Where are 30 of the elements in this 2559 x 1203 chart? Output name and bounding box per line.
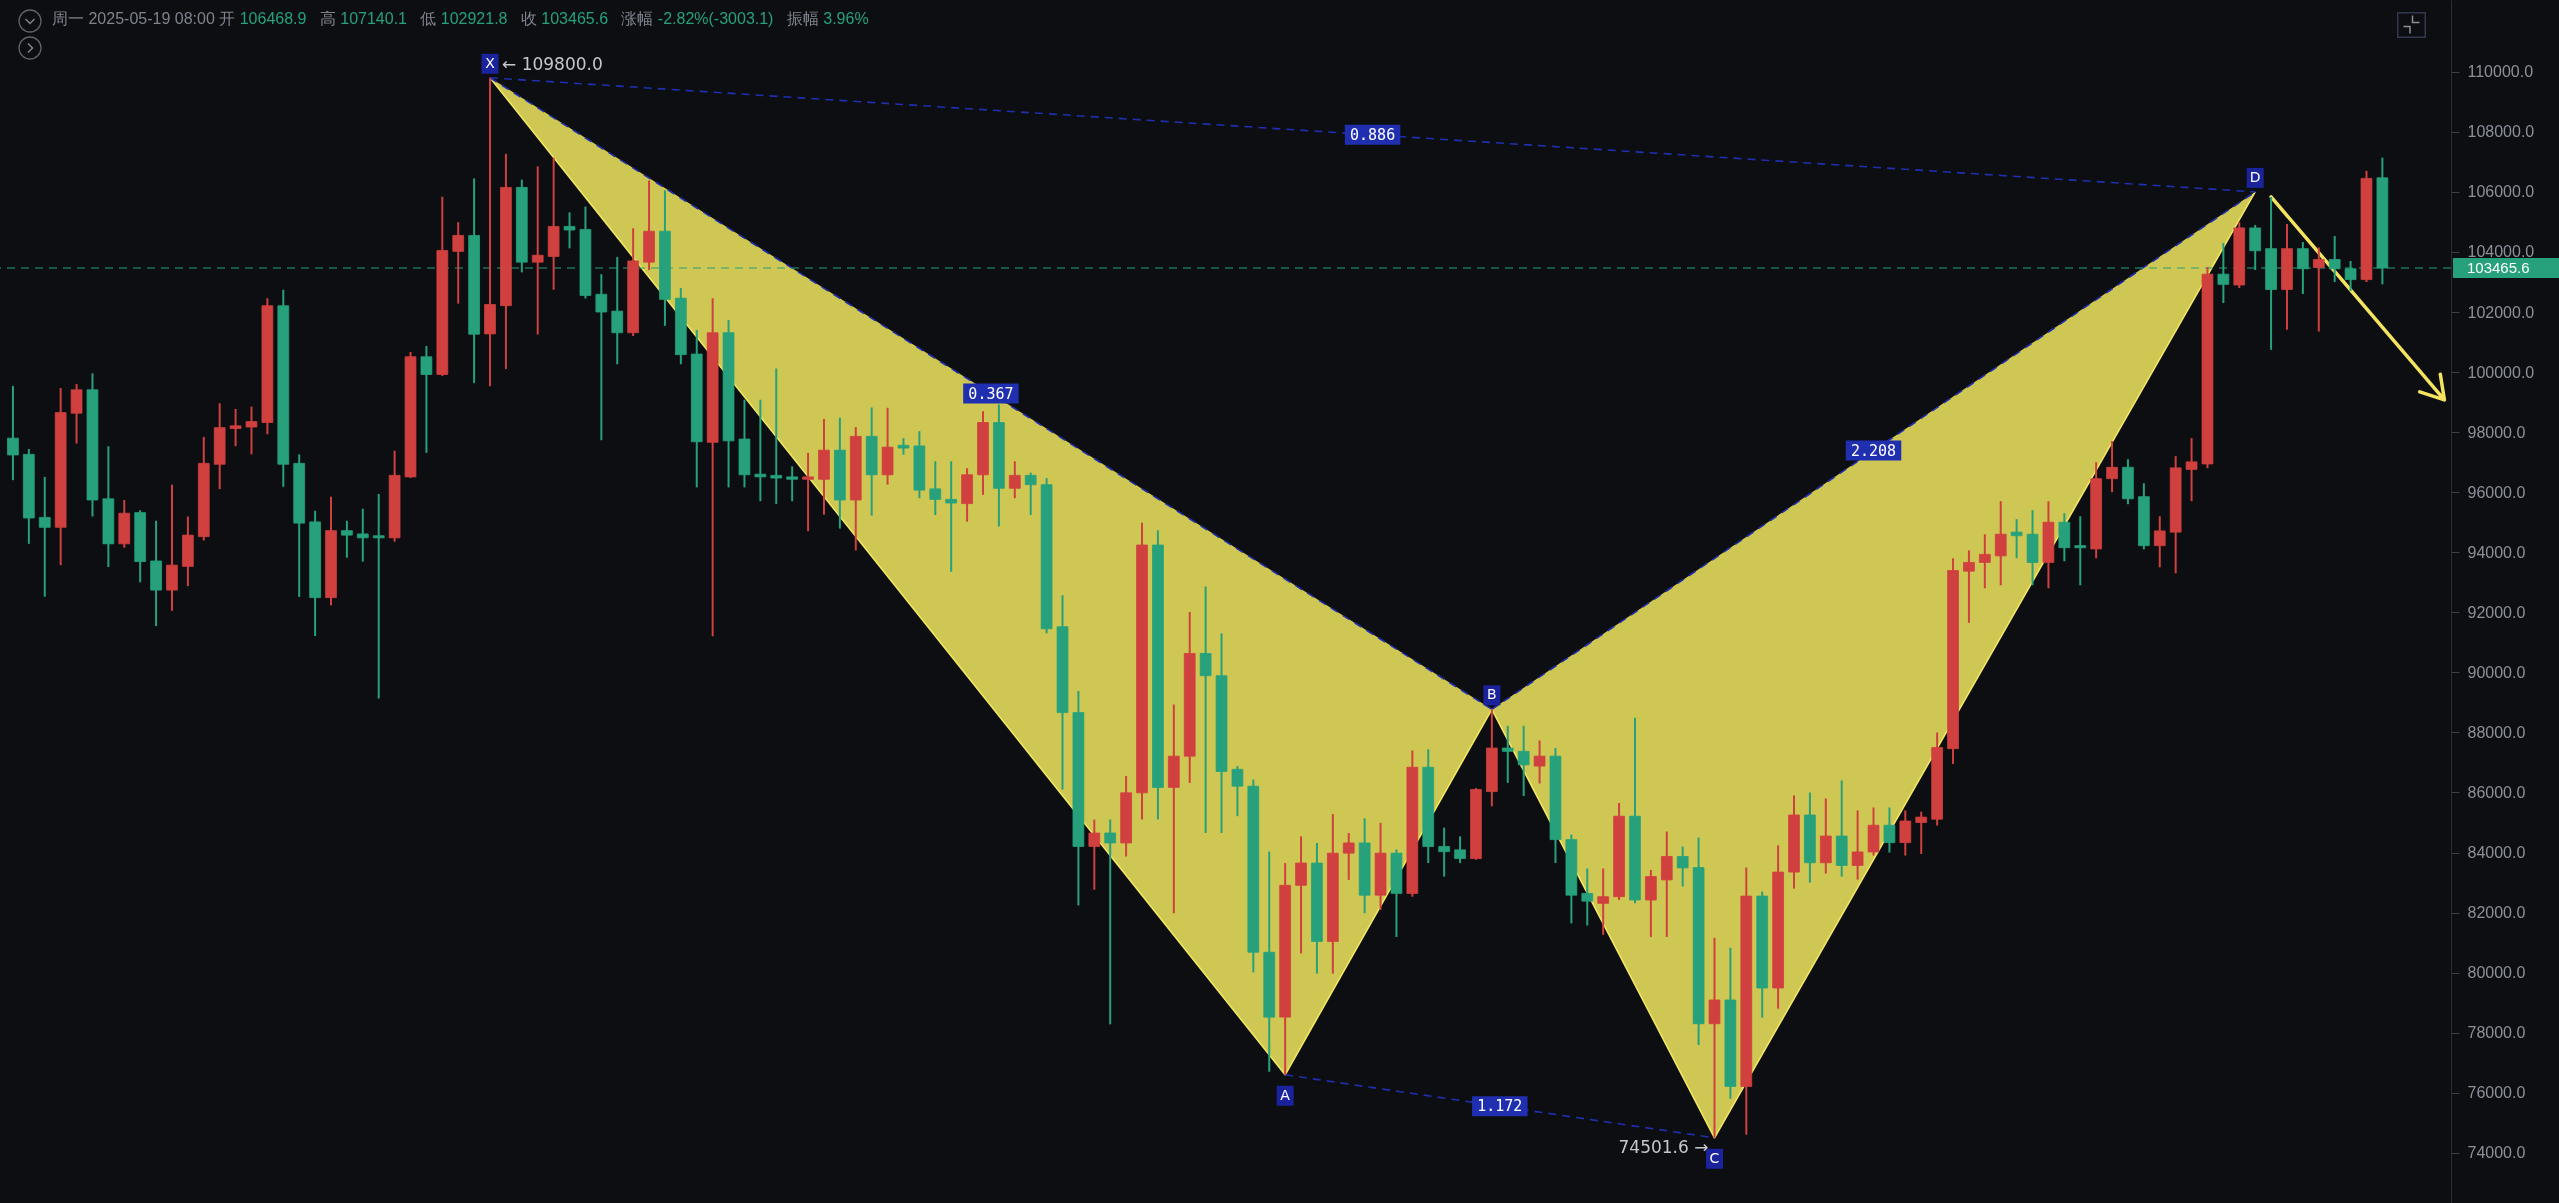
y-tick-label: 86000.0 bbox=[2467, 783, 2526, 801]
y-tick-label: 92000.0 bbox=[2467, 603, 2526, 621]
y-tick-label: 108000.0 bbox=[2467, 123, 2535, 141]
y-tick-label: 98000.0 bbox=[2467, 423, 2526, 441]
y-tick-label: 78000.0 bbox=[2467, 1024, 2526, 1042]
annotation: B bbox=[1487, 686, 1497, 703]
y-tick-label: 76000.0 bbox=[2467, 1084, 2526, 1102]
annotation: X bbox=[485, 54, 496, 71]
y-tick-label: 110000.0 bbox=[2467, 63, 2534, 81]
y-tick-label: 82000.0 bbox=[2467, 904, 2526, 922]
y-tick-label: 100000.0 bbox=[2467, 363, 2535, 381]
y-tick-label: 96000.0 bbox=[2467, 483, 2526, 501]
ref-line-label: 103465.6 bbox=[2467, 259, 2530, 276]
chart-title: 周一 2025-05-19 08:00 开 106468.9 高 107140.1 低 102921.8 收 103465.6 涨幅 -2.82%(-3003.1) 振幅 3.96% bbox=[52, 10, 869, 27]
y-tick-label: 88000.0 bbox=[2467, 723, 2526, 741]
series-label: 1.172 bbox=[1477, 1097, 1523, 1116]
data-label: ← 109800.0 bbox=[502, 53, 603, 74]
y-tick-label: 94000.0 bbox=[2467, 543, 2526, 561]
y-tick-label: 80000.0 bbox=[2467, 964, 2526, 982]
y-tick-label: 90000.0 bbox=[2467, 663, 2526, 681]
series-label: 0.367 bbox=[968, 384, 1014, 403]
y-tick-label: 84000.0 bbox=[2467, 844, 2526, 862]
series-label: 0.886 bbox=[1350, 125, 1396, 144]
y-tick-label: 106000.0 bbox=[2467, 183, 2535, 201]
series-label: 2.208 bbox=[1850, 441, 1897, 460]
annotation: A bbox=[1280, 1086, 1291, 1103]
y-tick-label: 74000.0 bbox=[2467, 1144, 2526, 1162]
data-label: 74501.6 → bbox=[1618, 1136, 1709, 1157]
y-tick-label: 104000.0 bbox=[2467, 243, 2535, 261]
y-tick-label: 102000.0 bbox=[2467, 303, 2535, 321]
